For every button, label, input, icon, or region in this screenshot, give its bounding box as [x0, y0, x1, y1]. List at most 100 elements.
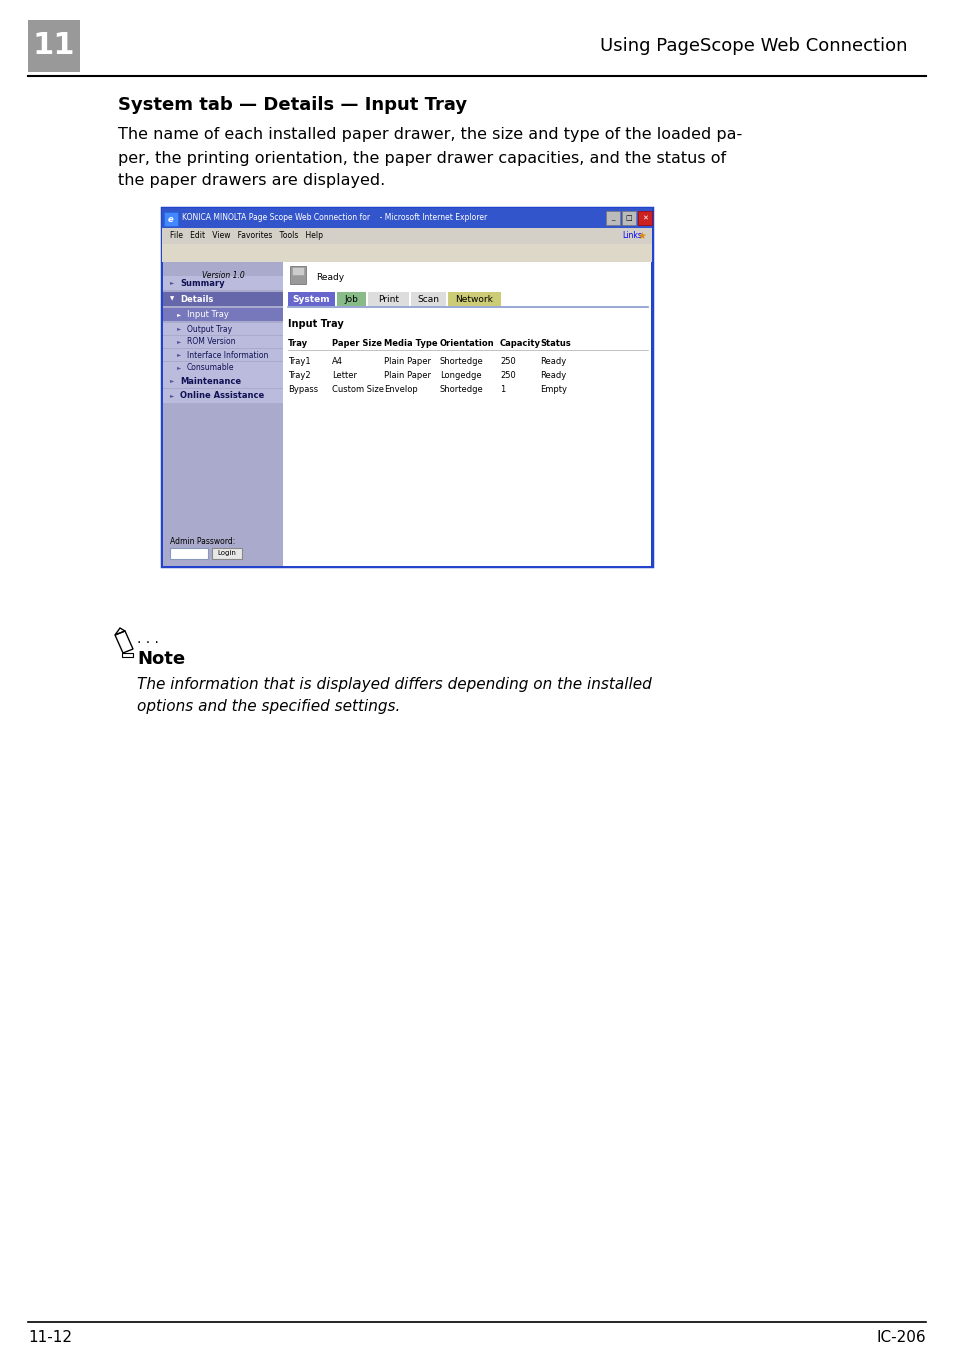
Text: A4: A4 — [332, 357, 343, 366]
Text: Ready: Ready — [539, 357, 566, 366]
Bar — [28, 20, 80, 72]
Text: Note: Note — [137, 650, 185, 668]
Text: ✕: ✕ — [641, 215, 647, 220]
Bar — [122, 653, 132, 657]
Text: ►: ► — [177, 365, 181, 370]
Bar — [164, 212, 178, 226]
Bar — [163, 323, 283, 335]
Text: 11: 11 — [32, 31, 75, 61]
Bar — [336, 292, 365, 306]
Text: Empty: Empty — [539, 385, 566, 395]
Text: Maintenance: Maintenance — [180, 376, 241, 385]
Text: e: e — [168, 215, 173, 223]
Text: Output Tray: Output Tray — [187, 324, 232, 334]
Text: ▼: ▼ — [170, 296, 174, 301]
Bar — [638, 211, 651, 224]
Text: Using PageScope Web Connection: Using PageScope Web Connection — [599, 37, 907, 55]
Text: The name of each installed paper drawer, the size and type of the loaded pa-: The name of each installed paper drawer,… — [118, 127, 741, 142]
Text: 1: 1 — [499, 385, 505, 395]
Bar — [292, 266, 304, 274]
Text: ROM Version: ROM Version — [187, 338, 235, 346]
Text: File   Edit   View   Favorites   Tools   Help: File Edit View Favorites Tools Help — [170, 231, 323, 241]
Text: _: _ — [611, 215, 614, 220]
Text: Plain Paper: Plain Paper — [384, 372, 431, 380]
Text: The information that is displayed differs depending on the installed: The information that is displayed differ… — [137, 677, 651, 692]
Text: Summary: Summary — [180, 279, 224, 288]
Text: Custom Size: Custom Size — [332, 385, 384, 395]
Text: Status: Status — [539, 338, 570, 347]
Text: Consumable: Consumable — [187, 364, 234, 373]
Bar — [605, 211, 619, 224]
Text: Print: Print — [377, 295, 398, 303]
Bar — [162, 208, 651, 566]
Bar — [163, 337, 283, 347]
Text: Ready: Ready — [539, 372, 566, 380]
Text: Tray2: Tray2 — [288, 372, 311, 380]
Bar — [162, 228, 651, 243]
Text: ►: ► — [170, 393, 174, 399]
Text: Ready: Ready — [315, 273, 344, 283]
Bar — [163, 375, 283, 388]
Text: Input Tray: Input Tray — [187, 310, 229, 319]
Text: Capacity: Capacity — [499, 338, 540, 347]
Text: Login: Login — [217, 550, 236, 557]
Bar — [163, 262, 650, 566]
Text: per, the printing orientation, the paper drawer capacities, and the status of: per, the printing orientation, the paper… — [118, 150, 725, 165]
Bar — [163, 362, 283, 375]
Text: the paper drawers are displayed.: the paper drawers are displayed. — [118, 173, 385, 188]
Bar — [163, 389, 283, 403]
Text: Orientation: Orientation — [439, 338, 494, 347]
Text: System tab — Details — Input Tray: System tab — Details — Input Tray — [118, 96, 467, 114]
Text: ►: ► — [170, 379, 174, 384]
Text: Plain Paper: Plain Paper — [384, 357, 431, 366]
Text: Shortedge: Shortedge — [439, 385, 483, 395]
Text: ►: ► — [177, 312, 181, 316]
Bar — [162, 243, 651, 262]
Bar — [288, 292, 335, 306]
Text: Envelop: Envelop — [384, 385, 417, 395]
Text: Tray1: Tray1 — [288, 357, 311, 366]
Bar — [163, 292, 283, 306]
Text: Bypass: Bypass — [288, 385, 317, 395]
Bar — [290, 266, 306, 284]
Text: 250: 250 — [499, 357, 516, 366]
Bar — [163, 276, 283, 289]
Text: Details: Details — [180, 295, 213, 303]
Text: Paper Size: Paper Size — [332, 338, 381, 347]
Bar — [163, 262, 283, 566]
Text: KONICA MINOLTA Page Scope Web Connection for    - Microsoft Internet Explorer: KONICA MINOLTA Page Scope Web Connection… — [182, 214, 487, 223]
Bar — [212, 548, 242, 558]
Text: Admin Password:: Admin Password: — [170, 538, 235, 546]
Text: Tray: Tray — [288, 338, 308, 347]
Text: ►: ► — [170, 280, 174, 285]
Text: ►: ► — [177, 353, 181, 357]
Text: options and the specified settings.: options and the specified settings. — [137, 699, 400, 714]
Bar — [621, 211, 636, 224]
Text: Links: Links — [621, 231, 641, 241]
Text: 11-12: 11-12 — [28, 1330, 71, 1345]
Text: Input Tray: Input Tray — [288, 319, 343, 329]
Text: Interface Information: Interface Information — [187, 350, 268, 360]
Bar — [411, 292, 445, 306]
Text: Letter: Letter — [332, 372, 356, 380]
Text: □: □ — [625, 215, 632, 220]
Bar — [162, 208, 651, 228]
Bar — [447, 292, 500, 306]
Text: ►: ► — [177, 339, 181, 345]
Bar — [368, 292, 409, 306]
Text: Media Type: Media Type — [384, 338, 437, 347]
Text: ►: ► — [177, 326, 181, 331]
Text: Version 1.0: Version 1.0 — [201, 272, 244, 280]
Text: Online Assistance: Online Assistance — [180, 392, 264, 400]
Text: ★: ★ — [637, 231, 646, 241]
Text: Shortedge: Shortedge — [439, 357, 483, 366]
Text: 250: 250 — [499, 372, 516, 380]
Bar — [163, 308, 283, 320]
Text: Job: Job — [344, 295, 358, 303]
Text: Scan: Scan — [416, 295, 438, 303]
Bar — [163, 349, 283, 361]
Text: Longedge: Longedge — [439, 372, 481, 380]
Bar — [170, 548, 208, 558]
Text: System: System — [293, 295, 330, 303]
Text: Network: Network — [455, 295, 493, 303]
